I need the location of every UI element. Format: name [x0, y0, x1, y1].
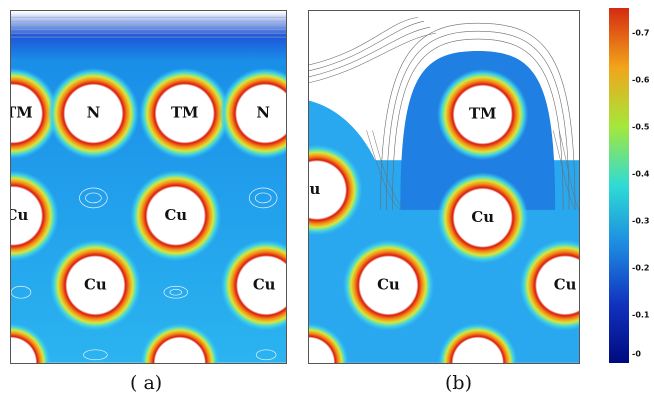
svg-text:Cu: Cu — [554, 275, 577, 293]
panel-b-atom-cu-3: Cu — [519, 239, 579, 331]
colorbar-tick: -0.3 — [632, 216, 650, 226]
svg-text:N: N — [256, 104, 270, 122]
panel-b-contours — [309, 16, 576, 210]
colorbar-tick: -0.4 — [632, 169, 650, 179]
colorbar — [609, 8, 629, 363]
caption-a: ( a) — [130, 372, 163, 394]
panel-b-atom-cu-partial: u — [309, 144, 363, 236]
panel-a-density-map: TM N TM N Cu Cu Cu Cu — [10, 10, 287, 364]
svg-text:Cu: Cu — [253, 275, 276, 293]
colorbar-tick: -0 — [632, 349, 641, 359]
colorbar-tick: -0.1 — [632, 310, 650, 320]
colorbar-tick: -0.2 — [632, 263, 650, 273]
panel-a-interstitial-contours — [11, 187, 278, 361]
svg-text:Cu: Cu — [84, 275, 107, 293]
svg-text:TM: TM — [171, 104, 199, 122]
panel-a-atom-cu-1: Cu — [11, 170, 59, 262]
panel-a-atom-bottom-left — [11, 323, 51, 363]
svg-text:TM: TM — [11, 104, 33, 122]
panel-a-atom-tm-1: TM — [11, 67, 59, 160]
panel-b-svg: TM u Cu Cu Cu — [309, 11, 579, 363]
caption-b: (b) — [445, 372, 472, 394]
panel-b-atom-bottom-mid — [438, 323, 518, 363]
panel-b-atom-bottom-left — [309, 323, 349, 363]
svg-text:Cu: Cu — [377, 275, 400, 293]
panel-b-atom-cu-2: Cu — [342, 239, 435, 331]
svg-text:Cu: Cu — [471, 208, 494, 226]
svg-text:N: N — [87, 104, 101, 122]
svg-text:u: u — [310, 180, 321, 198]
panel-a-atom-cu-4: Cu — [220, 239, 286, 331]
panel-b-atom-cu-1: Cu — [437, 172, 529, 264]
svg-text:TM: TM — [469, 105, 497, 123]
panel-b-side-contours — [366, 130, 579, 211]
colorbar-tick: -0.5 — [632, 122, 650, 132]
panel-a-atom-n-1: N — [47, 67, 140, 160]
colorbar-tick: -0.7 — [632, 28, 650, 38]
panel-a-top-contours — [11, 16, 286, 38]
svg-text:Cu: Cu — [164, 206, 187, 224]
panel-a-atom-bottom-mid — [140, 323, 220, 363]
panel-a-atom-tm-2: TM — [139, 67, 231, 160]
panel-b-atom-tm: TM — [437, 68, 529, 161]
panel-a-atom-cu-3: Cu — [49, 239, 142, 331]
panel-a-atom-cu-2: Cu — [130, 170, 222, 262]
panel-a-svg: TM N TM N Cu Cu Cu Cu — [11, 11, 286, 363]
svg-text:Cu: Cu — [11, 206, 28, 224]
colorbar-tick: -0.6 — [632, 75, 650, 85]
panel-b-density-map: TM u Cu Cu Cu — [308, 10, 580, 364]
panel-a-atom-n-2: N — [219, 67, 286, 160]
